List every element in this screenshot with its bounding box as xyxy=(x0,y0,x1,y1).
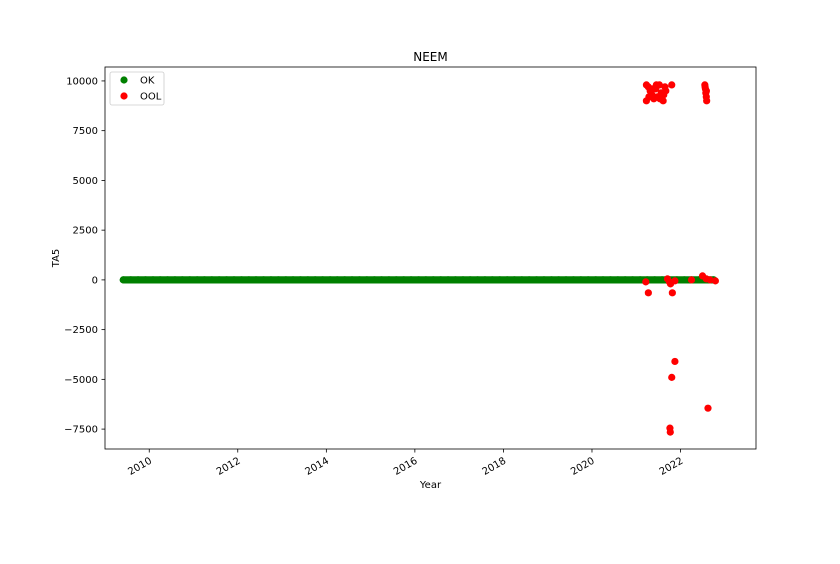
data-point-ool xyxy=(711,277,719,285)
data-point-ool xyxy=(642,278,650,286)
y-tick-label: 7500 xyxy=(73,126,98,137)
data-point-ool xyxy=(671,357,679,366)
data-point-ool xyxy=(644,289,652,297)
x-axis-label: Year xyxy=(419,480,442,491)
data-point-ool xyxy=(645,93,653,101)
plot-area xyxy=(105,67,756,449)
legend-label-ool: OOL xyxy=(140,92,162,103)
y-tick-label: −5000 xyxy=(64,375,98,386)
y-axis-ticks: 10000 7500 5000 2500 0 −2500 −5000 −7500 xyxy=(64,76,105,436)
data-point-ool xyxy=(702,87,711,95)
legend: OK OOL xyxy=(109,71,165,106)
legend-marker-ok xyxy=(120,76,128,84)
data-point-ool xyxy=(704,404,712,412)
y-tick-label: 5000 xyxy=(73,176,98,187)
data-point-ool xyxy=(652,81,660,89)
data-marks xyxy=(119,81,719,436)
data-point-ool xyxy=(687,276,696,284)
data-point-ool xyxy=(703,97,711,105)
series-ool xyxy=(642,81,719,436)
data-point-ool xyxy=(668,373,676,381)
data-point-ool xyxy=(668,289,676,297)
y-tick-label: 2500 xyxy=(73,226,98,237)
data-point-ool xyxy=(668,81,676,89)
legend-marker-ool xyxy=(120,92,128,100)
data-point-ool xyxy=(666,428,674,436)
y-tick-label: 10000 xyxy=(66,76,98,87)
y-axis-label: TA5 xyxy=(51,249,62,269)
axes-frame xyxy=(104,66,757,450)
chart-title: NEEM xyxy=(413,50,448,64)
data-point-ool xyxy=(660,91,668,99)
y-tick-label: 0 xyxy=(92,275,98,286)
series-ok xyxy=(119,276,718,284)
y-tick-label: −7500 xyxy=(64,425,98,436)
data-point-ool xyxy=(671,277,679,285)
y-tick-label: −2500 xyxy=(64,325,98,336)
data-point-ool xyxy=(706,276,714,284)
legend-label-ok: OK xyxy=(140,76,155,87)
